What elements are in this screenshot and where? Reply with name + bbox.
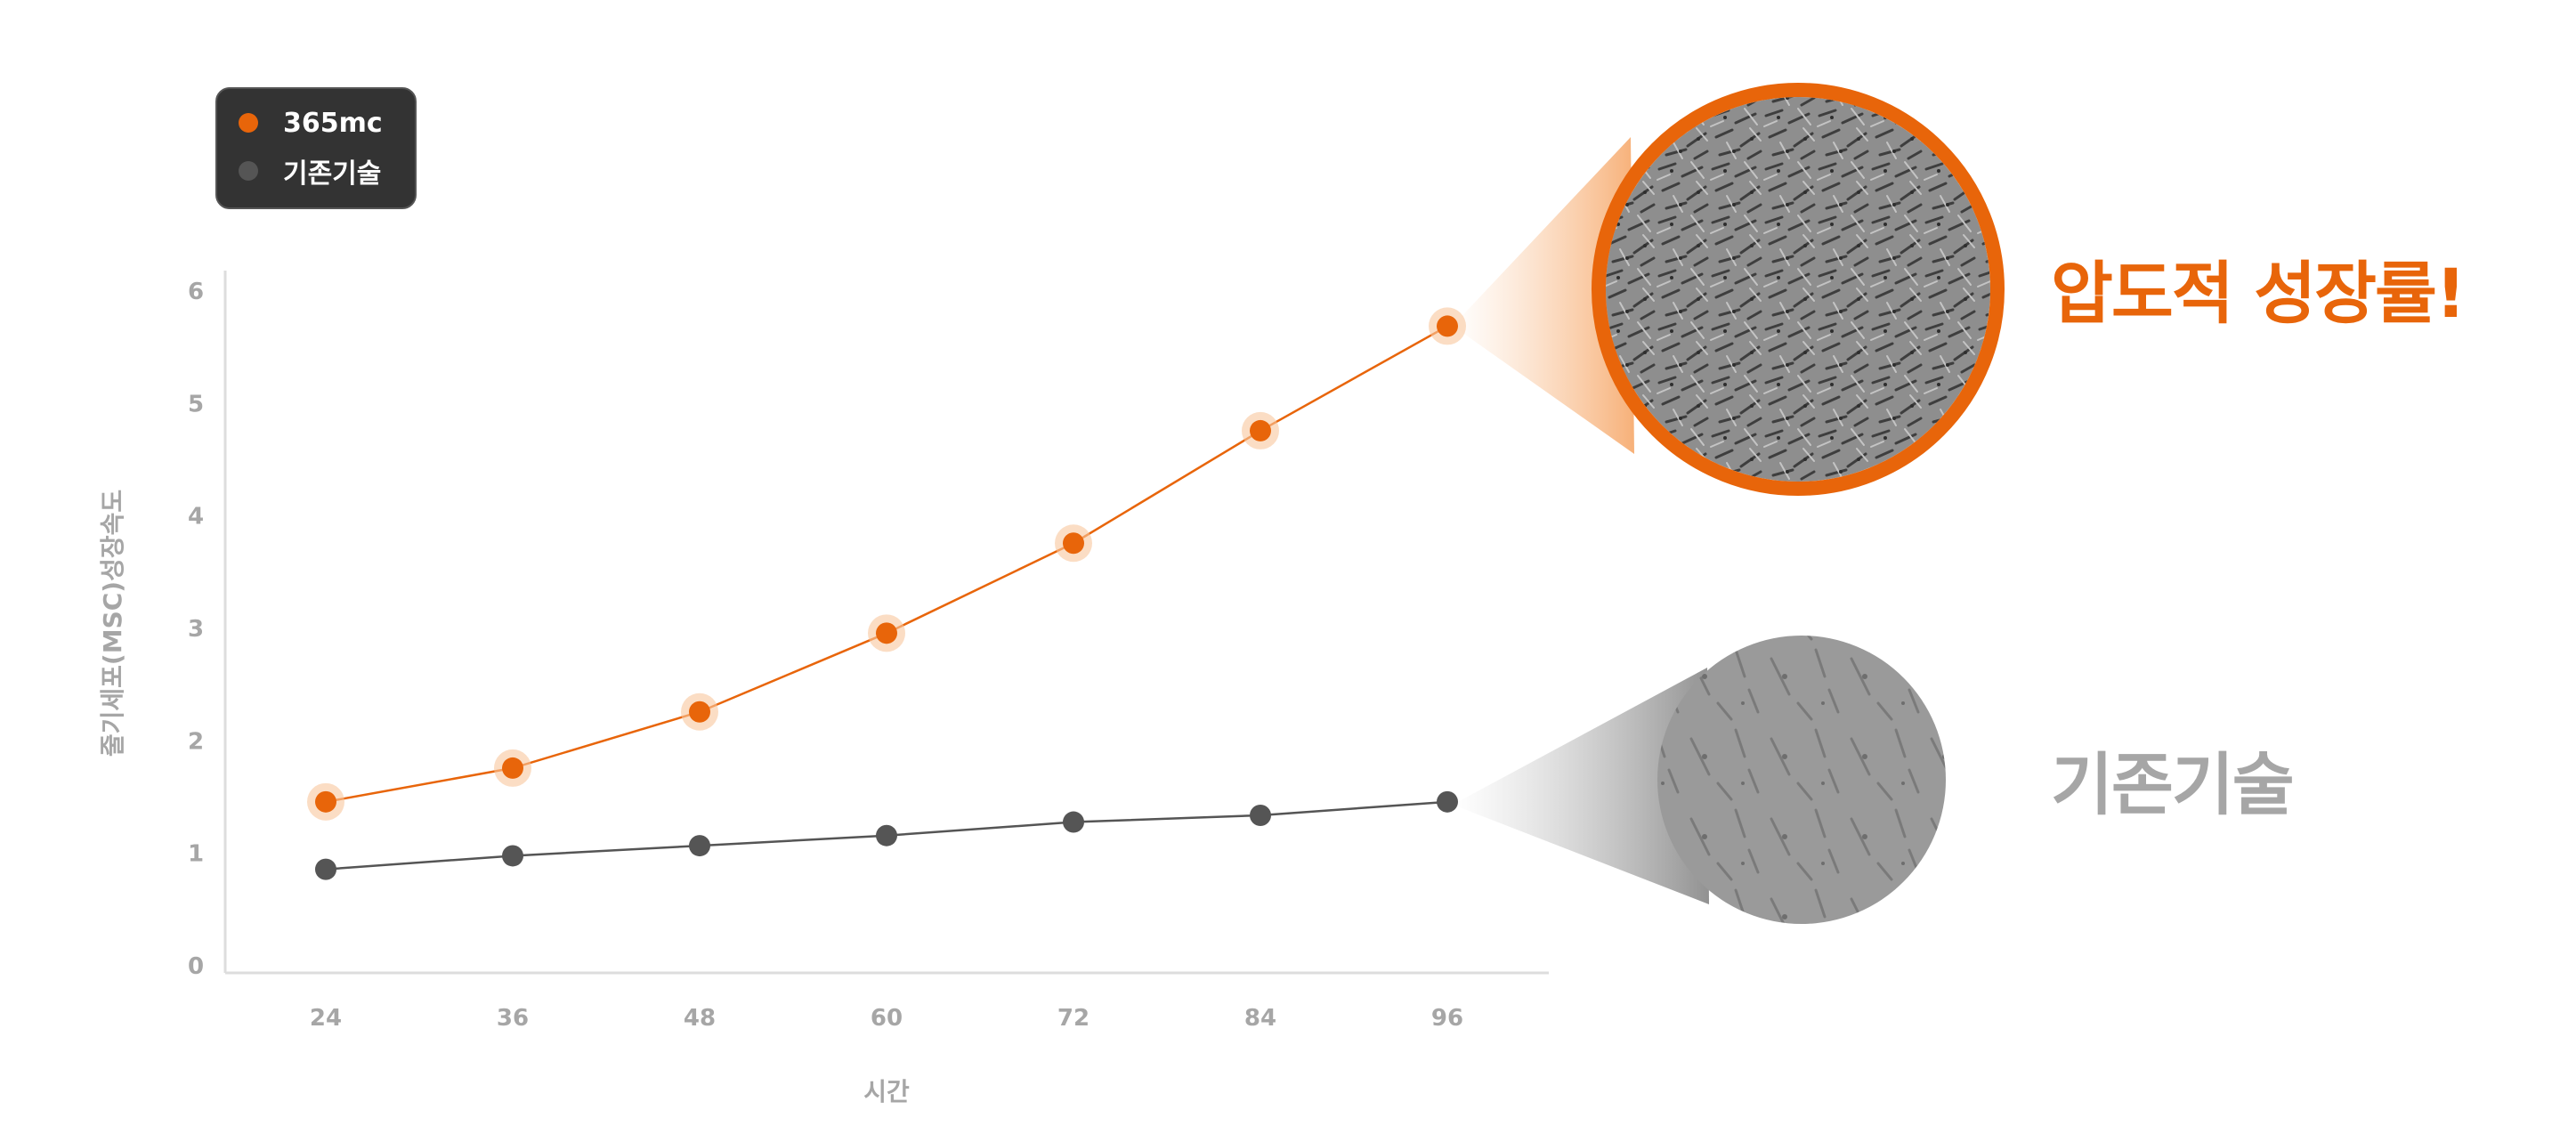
data-point-baseline xyxy=(502,845,523,867)
baseline-callout: 기존기술 xyxy=(2051,745,2295,824)
x-tick-label: 60 xyxy=(871,1005,903,1032)
high-growth-micrograph xyxy=(1592,83,2005,496)
legend-swatch-baseline xyxy=(239,161,258,181)
y-tick-label: 3 xyxy=(188,616,204,643)
y-tick-label: 0 xyxy=(188,953,204,980)
data-point-baseline xyxy=(1437,790,1458,813)
x-tick-label: 24 xyxy=(310,1005,342,1032)
legend-swatch-365mc xyxy=(239,113,258,133)
x-axis-label: 시간 xyxy=(863,1077,910,1106)
legend-item-365mc: 365mc xyxy=(239,105,383,141)
y-tick-label: 6 xyxy=(188,279,204,305)
y-tick-label: 5 xyxy=(188,391,204,417)
y-tick-label: 4 xyxy=(188,504,204,531)
x-tick-label: 96 xyxy=(1431,1005,1463,1032)
data-point-baseline xyxy=(315,858,336,880)
y-axis-label: 줄기세포(MSC)성장속도 xyxy=(98,490,127,757)
data-point-365mc xyxy=(1437,315,1458,337)
data-point-baseline xyxy=(876,824,897,846)
legend-label-baseline: 기존기술 xyxy=(283,158,382,190)
data-point-365mc xyxy=(876,622,897,644)
baseline-cone xyxy=(1453,668,1709,904)
highlight-callout: 압도적 성장률! xyxy=(2051,254,2467,333)
data-point-baseline xyxy=(689,835,710,857)
x-tick-label: 48 xyxy=(684,1005,716,1032)
data-point-365mc xyxy=(315,790,336,813)
data-point-365mc xyxy=(1250,419,1271,441)
x-tick-label: 72 xyxy=(1057,1005,1090,1032)
legend-item-baseline: 기존기술 xyxy=(239,153,382,190)
highlight-cone xyxy=(1453,137,1634,454)
data-point-baseline xyxy=(1250,804,1271,826)
data-point-365mc xyxy=(689,701,710,723)
data-point-365mc xyxy=(502,757,523,779)
baseline-micrograph xyxy=(1657,636,1946,924)
series-line-365mc xyxy=(325,325,1448,804)
x-tick-label: 84 xyxy=(1244,1005,1276,1032)
legend-label-365mc: 365mc xyxy=(283,107,383,139)
x-tick-label: 36 xyxy=(497,1005,529,1032)
data-point-365mc xyxy=(1063,532,1084,555)
y-tick-label: 2 xyxy=(188,728,204,755)
legend: 365mc 기존기술 xyxy=(215,87,417,209)
y-tick-label: 1 xyxy=(188,841,204,868)
data-point-baseline xyxy=(1063,811,1084,833)
